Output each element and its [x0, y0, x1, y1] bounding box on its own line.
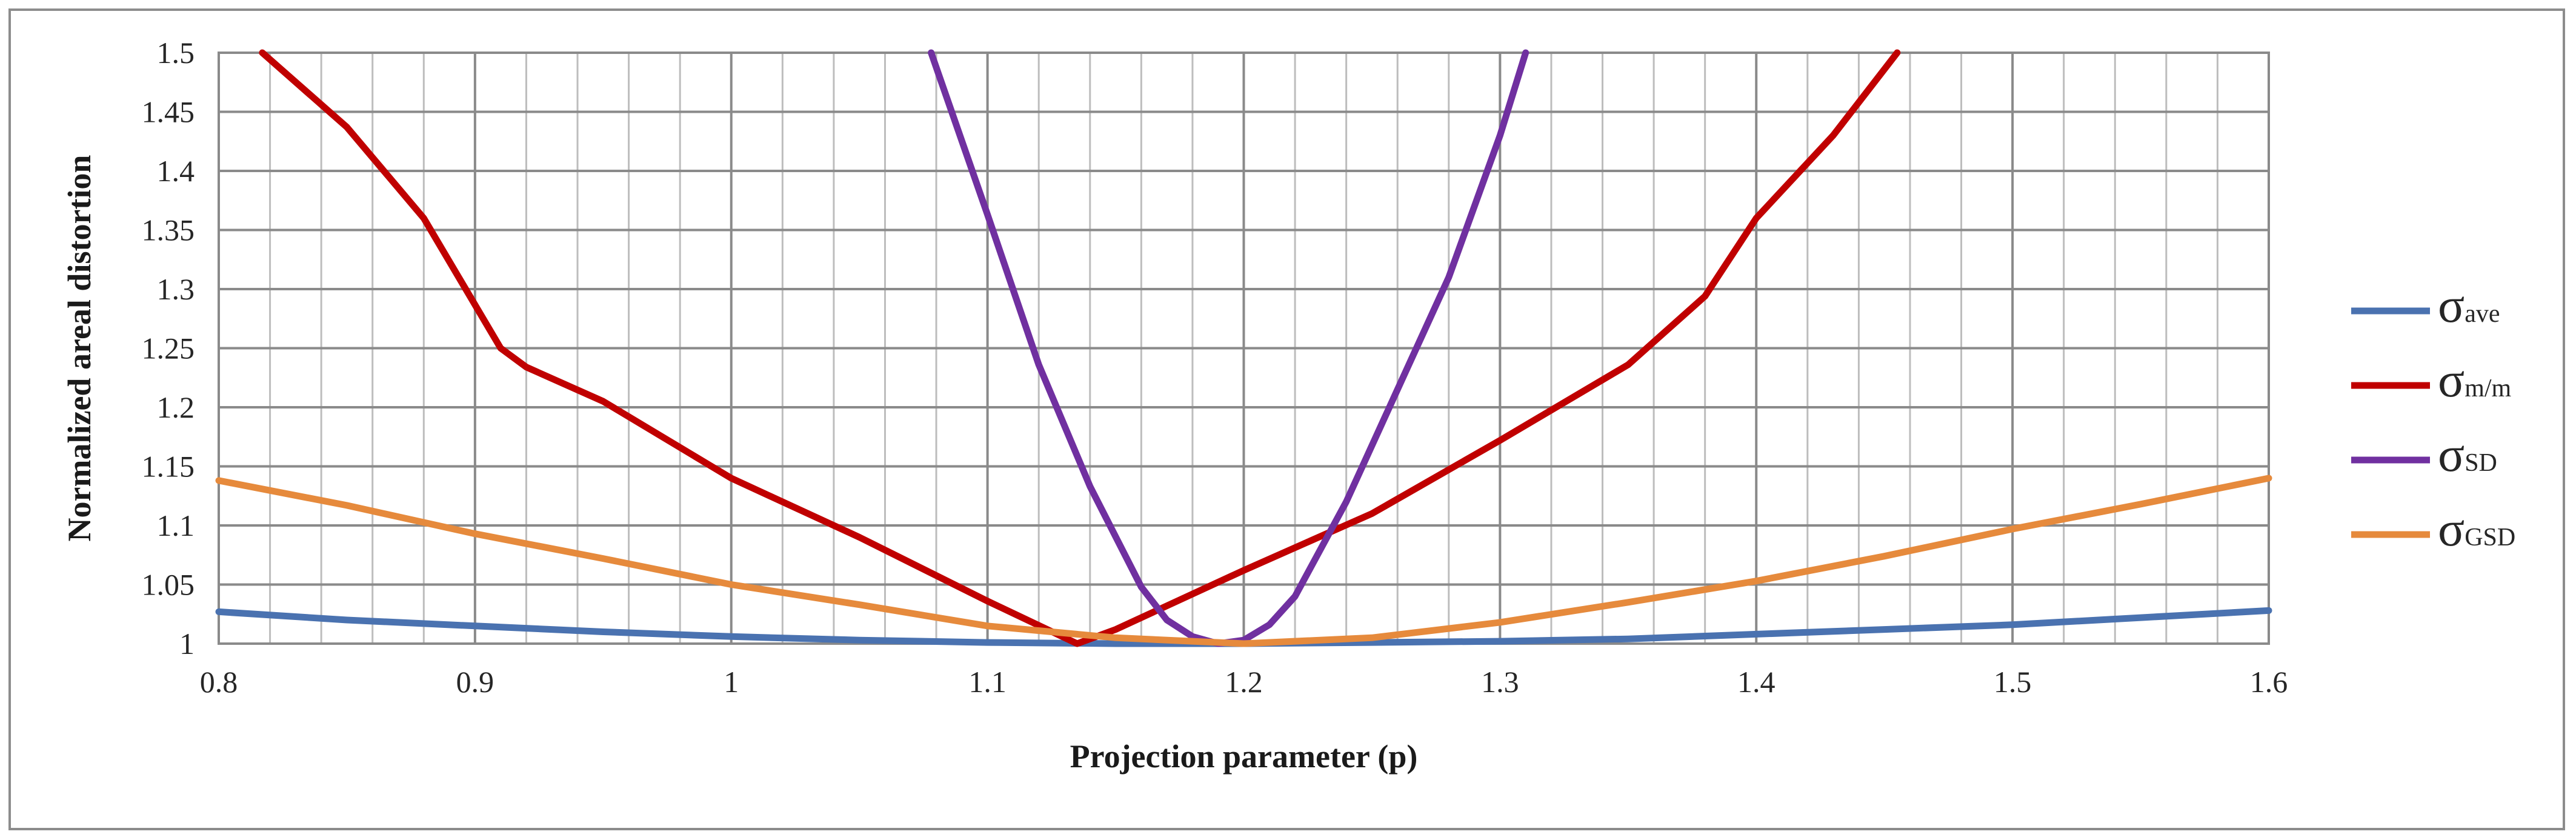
series-line-gsd	[215, 475, 2272, 647]
y-tick-label: 1.05	[142, 568, 195, 602]
series-line-m-m	[259, 49, 1901, 647]
x-axis-title: Projection parameter (p)	[1070, 738, 1418, 775]
legend: σave σm/m σSD σGSD	[2351, 278, 2515, 556]
y-tick-label: 1.2	[157, 390, 195, 424]
x-tick-label: 1.3	[1481, 665, 1519, 699]
x-tick-labels: 0.8 0.9 1 1.1 1.2 1.3 1.4 1.5 1.6	[200, 665, 2288, 699]
y-tick-label: 1.15	[142, 450, 195, 484]
y-tick-label: 1.4	[157, 154, 195, 188]
line-chart: 0.8 0.9 1 1.1 1.2 1.3 1.4 1.5 1.6 1 1.05 1.1 1.15 1.…	[61, 36, 2515, 775]
y-axis-title: Normalized areal distortion	[61, 155, 98, 542]
x-tick-label: 1.2	[1225, 665, 1263, 699]
legend-label: σGSD	[2438, 501, 2515, 556]
y-tick-label: 1.5	[157, 36, 195, 70]
y-tick-labels: 1 1.05 1.1 1.15 1.2 1.25 1.3 1.35 1.4 1.45 1.5	[142, 36, 195, 661]
y-tick-label: 1.25	[142, 332, 195, 365]
y-tick-label: 1.45	[142, 95, 195, 129]
x-tick-label: 1.5	[1994, 665, 2032, 699]
legend-label: σm/m	[2438, 352, 2512, 407]
x-tick-label: 1.1	[968, 665, 1007, 699]
x-tick-label: 1.4	[1737, 665, 1776, 699]
legend-label: σSD	[2438, 427, 2497, 482]
x-tick-label: 1	[724, 665, 739, 699]
x-tick-label: 1.6	[2250, 665, 2288, 699]
chart-frame: 0.8 0.9 1 1.1 1.2 1.3 1.4 1.5 1.6 1 1.05 1.1 1.15 1.…	[8, 8, 2565, 830]
legend-label: σave	[2438, 278, 2500, 333]
series-lines	[215, 49, 2272, 647]
y-tick-label: 1.35	[142, 213, 195, 247]
x-tick-label: 0.8	[200, 665, 238, 699]
y-tick-label: 1.3	[157, 272, 195, 306]
y-tick-label: 1	[179, 627, 195, 661]
x-tick-label: 0.9	[456, 665, 494, 699]
y-tick-label: 1.1	[157, 508, 195, 542]
grid	[218, 52, 2270, 645]
